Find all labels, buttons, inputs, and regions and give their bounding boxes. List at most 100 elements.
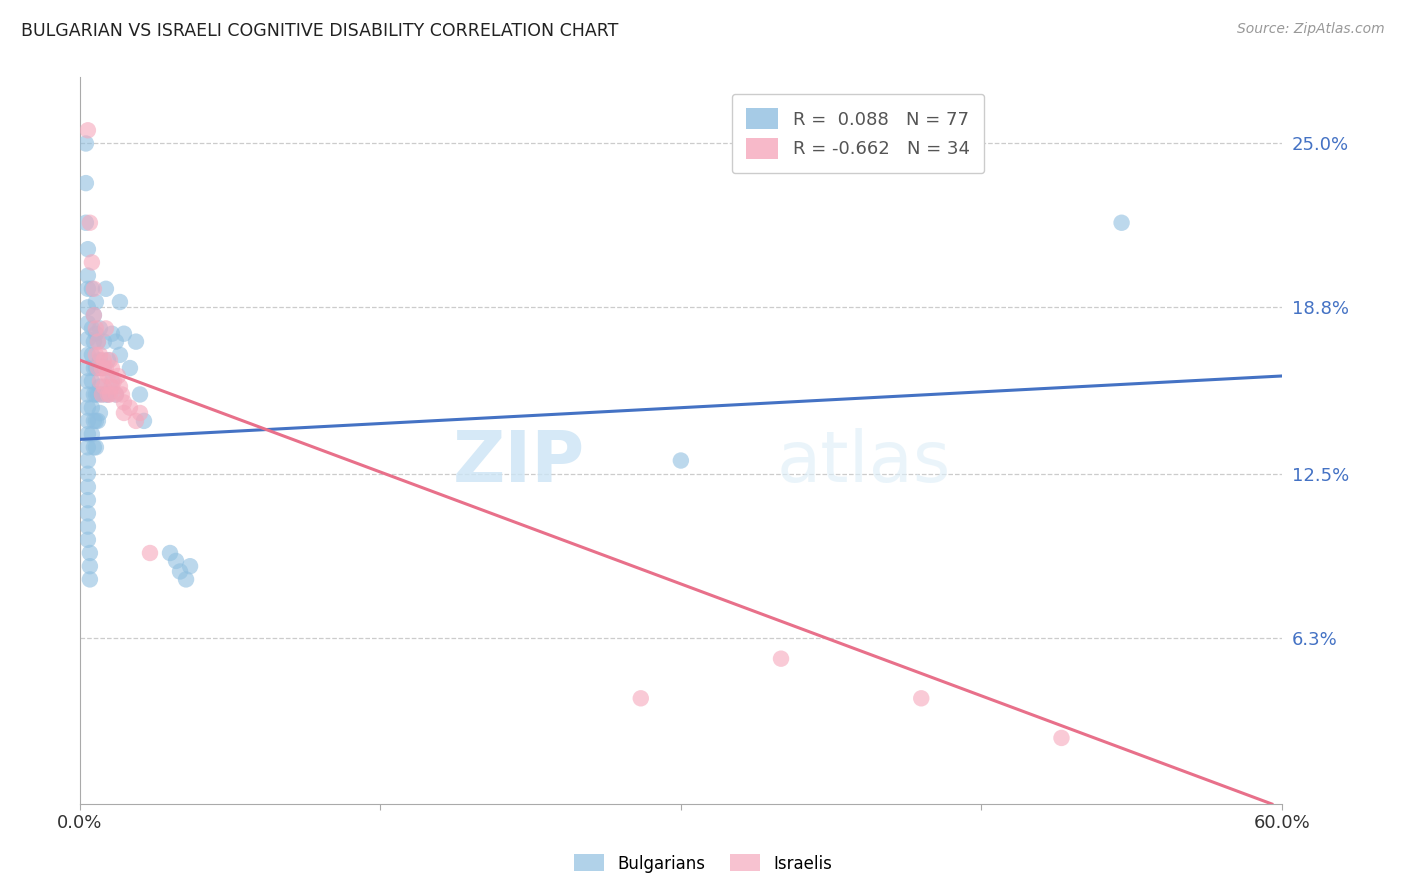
Point <box>103 374 125 388</box>
Point <box>77 427 100 442</box>
Text: Source: ZipAtlas.com: Source: ZipAtlas.com <box>1237 22 1385 37</box>
Point <box>83 308 105 322</box>
Point <box>107 369 129 384</box>
Point <box>179 559 201 574</box>
Point <box>79 573 101 587</box>
Point <box>93 334 115 349</box>
Point <box>87 334 110 349</box>
Point <box>80 282 103 296</box>
Point <box>104 387 127 401</box>
Text: ZIP: ZIP <box>453 428 585 497</box>
Point <box>89 348 111 362</box>
Point <box>77 533 100 547</box>
Point <box>90 387 112 401</box>
Point <box>77 123 100 137</box>
Point <box>101 361 124 376</box>
Point <box>93 379 115 393</box>
Point <box>87 361 110 376</box>
Point <box>104 387 127 401</box>
Point <box>79 216 101 230</box>
Point <box>79 559 101 574</box>
Point <box>93 353 115 368</box>
Point <box>669 453 692 467</box>
Point <box>93 361 115 376</box>
Point <box>77 268 100 283</box>
Point <box>84 387 107 401</box>
Point <box>84 348 107 362</box>
Point <box>101 374 124 388</box>
Point <box>77 507 100 521</box>
Point <box>108 379 131 393</box>
Point <box>77 282 100 296</box>
Point <box>139 546 162 560</box>
Point <box>89 353 111 368</box>
Point <box>83 282 105 296</box>
Point <box>80 374 103 388</box>
Point <box>77 453 100 467</box>
Point <box>75 176 97 190</box>
Point <box>80 427 103 442</box>
Point <box>83 387 105 401</box>
Point <box>80 321 103 335</box>
Point <box>125 414 148 428</box>
Point <box>112 326 135 341</box>
Point <box>75 216 97 230</box>
Point <box>87 361 110 376</box>
Point <box>83 414 105 428</box>
Legend: Bulgarians, Israelis: Bulgarians, Israelis <box>567 847 839 880</box>
Point <box>101 326 124 341</box>
Point <box>77 480 100 494</box>
Point <box>159 546 181 560</box>
Point <box>98 353 121 368</box>
Point <box>90 361 112 376</box>
Point <box>169 565 191 579</box>
Point <box>97 369 120 384</box>
Point <box>77 467 100 481</box>
Point <box>77 519 100 533</box>
Point <box>129 387 152 401</box>
Point <box>84 326 107 341</box>
Point <box>87 334 110 349</box>
Point <box>108 295 131 310</box>
Point <box>77 332 100 346</box>
Point <box>89 374 111 388</box>
Point <box>97 387 120 401</box>
Point <box>101 379 124 393</box>
Point <box>83 361 105 376</box>
Point <box>94 361 117 376</box>
Text: atlas: atlas <box>778 428 952 497</box>
Point <box>77 361 100 376</box>
Point <box>80 348 103 362</box>
Point <box>89 406 111 420</box>
Point <box>174 573 197 587</box>
Point <box>77 300 100 314</box>
Text: BULGARIAN VS ISRAELI COGNITIVE DISABILITY CORRELATION CHART: BULGARIAN VS ISRAELI COGNITIVE DISABILIT… <box>21 22 619 40</box>
Point <box>125 334 148 349</box>
Point <box>80 401 103 415</box>
Point <box>84 440 107 454</box>
Point <box>94 321 117 335</box>
Point <box>132 414 155 428</box>
Point <box>94 387 117 401</box>
Point <box>77 316 100 330</box>
Point <box>112 395 135 409</box>
Point <box>87 387 110 401</box>
Point <box>98 387 121 401</box>
Point <box>104 334 127 349</box>
Point <box>77 493 100 508</box>
Point <box>118 361 141 376</box>
Point <box>83 440 105 454</box>
Point <box>97 353 120 368</box>
Point <box>129 406 152 420</box>
Point <box>77 242 100 256</box>
Point <box>89 321 111 335</box>
Point <box>1050 731 1073 745</box>
Point <box>77 440 100 454</box>
Point <box>90 387 112 401</box>
Point <box>77 401 100 415</box>
Point <box>80 255 103 269</box>
Point <box>75 136 97 151</box>
Point <box>118 401 141 415</box>
Point <box>90 361 112 376</box>
Point <box>165 554 187 568</box>
